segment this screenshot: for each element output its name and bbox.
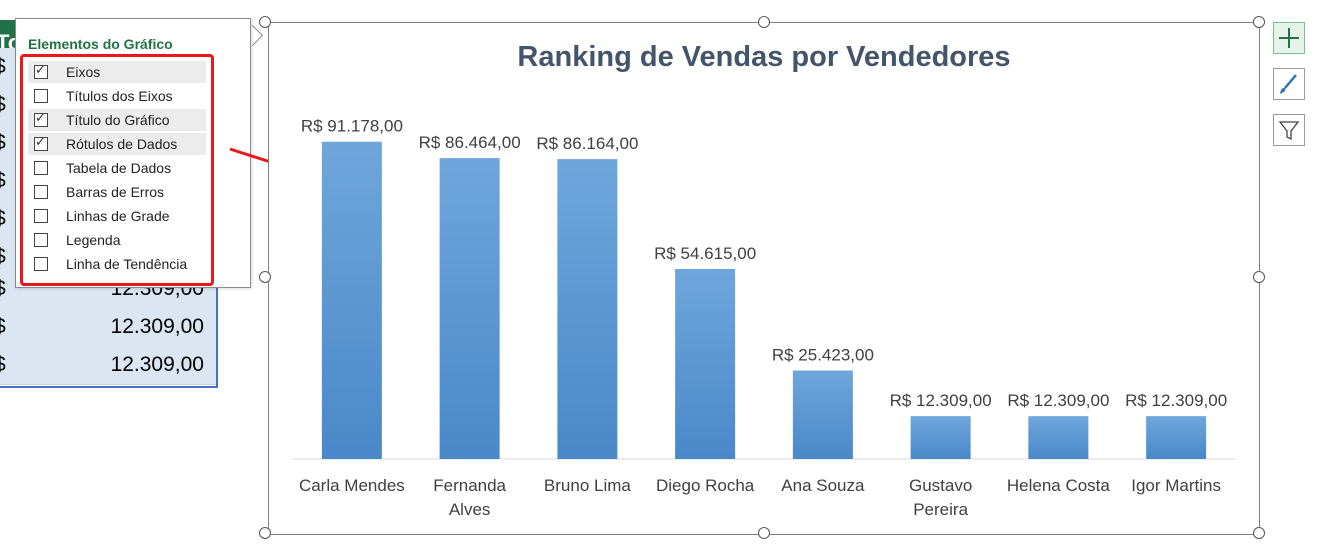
sheet-row[interactable]: $12.309,00: [0, 346, 216, 385]
checkbox[interactable]: [34, 185, 48, 199]
data-label[interactable]: R$ 91.178,00: [301, 117, 403, 136]
cell-value: 12.309,00: [110, 315, 204, 338]
resize-handle-right[interactable]: [1253, 271, 1265, 283]
bar[interactable]: [557, 159, 618, 459]
cell-currency-fragment: $: [0, 169, 6, 193]
checkbox[interactable]: [34, 89, 48, 103]
chart-element-option[interactable]: Barras de Erros: [28, 181, 206, 203]
chart-area[interactable]: Ranking de Vendas por Vendedores R$ 91.1…: [268, 22, 1260, 535]
data-label[interactable]: R$ 86.464,00: [419, 133, 521, 152]
chart-elements-list: ✓ Eixos Títulos dos Eixos ✓ Título do Gráfic…: [22, 57, 212, 287]
chart-element-option[interactable]: ✓ Eixos: [28, 61, 206, 83]
chart-element-option[interactable]: ✓ Rótulos de Dados: [28, 133, 206, 155]
bar[interactable]: [1146, 416, 1207, 459]
option-label: Rótulos de Dados: [66, 136, 178, 152]
flyout-title: Elementos do Gráfico: [28, 36, 173, 52]
data-label[interactable]: R$ 12.309,00: [1007, 391, 1109, 410]
cell-currency-fragment: $: [0, 55, 6, 79]
check-icon: ✓: [35, 134, 46, 149]
chart-element-option[interactable]: Títulos dos Eixos: [28, 85, 206, 107]
check-icon: ✓: [35, 62, 46, 77]
category-label[interactable]: Fernanda: [433, 476, 506, 495]
resize-handle-left[interactable]: [259, 271, 271, 283]
data-label[interactable]: R$ 54.615,00: [654, 244, 756, 263]
cell-value: 12.309,00: [110, 353, 204, 376]
plot-area[interactable]: R$ 91.178,00 Carla Mendes R$ 86.464,00 Fern…: [269, 23, 1259, 534]
category-label[interactable]: Alves: [449, 500, 491, 519]
chart-title[interactable]: Ranking de Vendas por Vendedores: [517, 41, 1011, 73]
category-label[interactable]: Carla Mendes: [299, 476, 405, 495]
checkbox[interactable]: [34, 257, 48, 271]
data-label[interactable]: R$ 12.309,00: [1125, 391, 1227, 410]
chart-element-option[interactable]: ✓ Título do Gráfico: [28, 109, 206, 131]
checkbox[interactable]: [34, 233, 48, 247]
resize-handle-bottom[interactable]: [758, 527, 770, 539]
resize-handle-top[interactable]: [758, 16, 770, 28]
cell-currency-fragment: $: [0, 353, 6, 377]
chart-filters-button[interactable]: [1273, 114, 1305, 146]
bar[interactable]: [792, 370, 853, 459]
chart-element-option[interactable]: Tabela de Dados: [28, 157, 206, 179]
cell-currency-fragment: $: [0, 93, 6, 117]
category-label[interactable]: Bruno Lima: [544, 476, 631, 495]
option-label: Eixos: [66, 64, 101, 80]
selection-border-bottom: [0, 386, 218, 388]
cell-currency-fragment: $: [0, 277, 6, 301]
option-label: Legenda: [66, 232, 121, 248]
check-icon: ✓: [35, 110, 46, 125]
chart-element-option[interactable]: Legenda: [28, 229, 206, 251]
resize-handle-bottom-right[interactable]: [1253, 527, 1265, 539]
chart-elements-button[interactable]: [1273, 22, 1305, 54]
category-label[interactable]: Gustavo: [909, 476, 972, 495]
cell-currency-fragment: $: [0, 245, 6, 269]
checkbox[interactable]: [34, 161, 48, 175]
option-label: Tabela de Dados: [66, 160, 172, 176]
resize-handle-bottom-left[interactable]: [259, 527, 271, 539]
brush-icon: [1280, 74, 1297, 94]
option-label: Títulos dos Eixos: [66, 88, 173, 104]
option-label: Barras de Erros: [66, 184, 165, 200]
data-label[interactable]: R$ 12.309,00: [890, 391, 992, 410]
cell-currency-fragment: $: [0, 207, 6, 231]
option-label: Linha de Tendência: [66, 256, 188, 272]
chart-styles-button[interactable]: [1273, 68, 1305, 100]
plus-icon: [1279, 28, 1299, 48]
checkbox[interactable]: [34, 209, 48, 223]
sheet-row[interactable]: $12.309,00: [0, 308, 216, 347]
annotation-highlight-box: [20, 54, 214, 286]
cell-currency-fragment: $: [0, 315, 6, 339]
category-label[interactable]: Igor Martins: [1131, 476, 1221, 495]
chart-element-option[interactable]: Linha de Tendência: [28, 253, 206, 275]
option-label: Título do Gráfico: [66, 112, 170, 128]
cell-currency-fragment: $: [0, 131, 6, 155]
checkbox[interactable]: ✓: [34, 62, 48, 79]
bar[interactable]: [1028, 416, 1089, 459]
category-label[interactable]: Ana Souza: [781, 476, 865, 495]
checkbox[interactable]: ✓: [34, 134, 48, 151]
bar[interactable]: [439, 158, 500, 459]
option-label: Linhas de Grade: [66, 208, 170, 224]
checkbox[interactable]: ✓: [34, 110, 48, 127]
category-label[interactable]: Diego Rocha: [656, 476, 755, 495]
category-label[interactable]: Pereira: [913, 500, 968, 519]
bar[interactable]: [675, 268, 736, 459]
data-label[interactable]: R$ 25.423,00: [772, 346, 874, 365]
filter-icon: [1278, 121, 1300, 141]
data-label[interactable]: R$ 86.164,00: [536, 134, 638, 153]
category-label[interactable]: Helena Costa: [1007, 476, 1111, 495]
resize-handle-top-left[interactable]: [259, 16, 271, 28]
resize-handle-top-right[interactable]: [1253, 16, 1265, 28]
chart-element-option[interactable]: Linhas de Grade: [28, 205, 206, 227]
bar[interactable]: [910, 416, 971, 459]
bar[interactable]: [321, 141, 382, 459]
